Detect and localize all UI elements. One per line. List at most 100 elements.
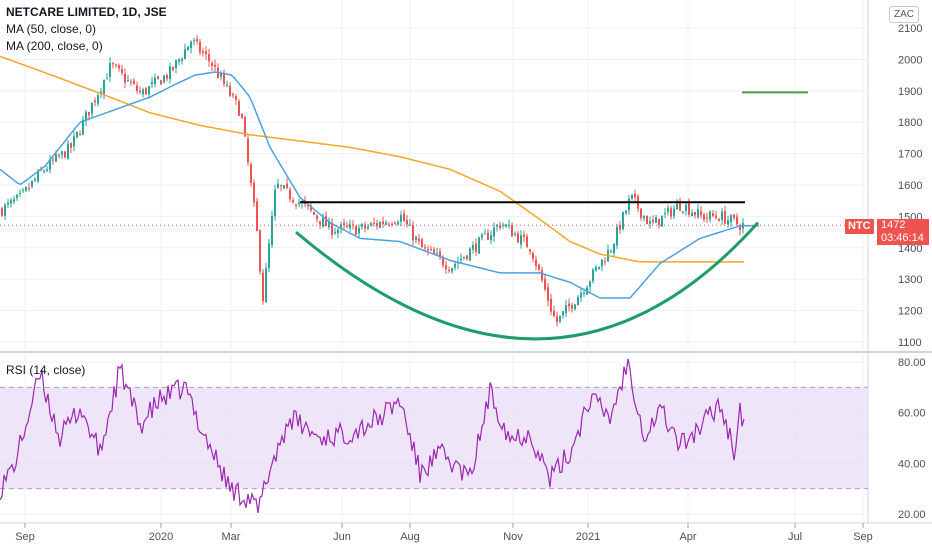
candle-up	[100, 91, 102, 94]
candle-down	[604, 261, 606, 263]
candle-down	[421, 239, 423, 248]
candle-down	[391, 223, 393, 225]
candle-down	[145, 88, 147, 95]
time-tick-label: Sep	[15, 531, 35, 543]
candle-down	[448, 270, 450, 272]
candle-up	[490, 234, 492, 241]
candle-down	[382, 221, 384, 225]
candle-up	[61, 151, 63, 155]
price-tick-label: 2000	[898, 54, 922, 66]
candle-up	[67, 143, 69, 159]
time-tick-label: Mar	[222, 531, 241, 543]
ma200-line	[0, 55, 744, 263]
candle-down	[718, 219, 720, 222]
candle-up	[409, 224, 411, 226]
candle-down	[475, 243, 477, 252]
candle-up	[22, 189, 24, 192]
ma200-legend[interactable]: MA (200, close, 0)	[6, 39, 103, 53]
chart-title[interactable]: NETCARE LIMITED, 1D, JSE	[6, 5, 167, 19]
candle-down	[571, 305, 573, 309]
candle-up	[631, 194, 633, 199]
candle-up	[25, 187, 27, 191]
candle-up	[148, 86, 150, 95]
candle-up	[673, 208, 675, 217]
candle-up	[334, 232, 336, 234]
candle-down	[346, 225, 348, 227]
candle-down	[28, 187, 30, 189]
candle-up	[481, 234, 483, 238]
candle-down	[331, 222, 333, 235]
candle-down	[157, 76, 159, 79]
candle-down	[406, 220, 408, 225]
candle-up	[82, 119, 84, 135]
candle-up	[358, 227, 360, 234]
candle-down	[223, 74, 225, 84]
price-tick-label: 1400	[898, 243, 922, 255]
candle-down	[172, 66, 174, 71]
candle-down	[487, 233, 489, 240]
candle-up	[226, 84, 228, 86]
candle-up	[478, 237, 480, 254]
candle-up	[349, 224, 351, 229]
currency-badge[interactable]: ZAC	[889, 6, 919, 23]
candle-up	[277, 183, 279, 188]
candle-down	[427, 249, 429, 251]
rsi-label[interactable]: RSI (14, close)	[6, 363, 86, 377]
candle-down	[196, 39, 198, 42]
candle-down	[439, 251, 441, 257]
candle-up	[271, 215, 273, 246]
candle-up	[85, 111, 87, 121]
candle-down	[241, 113, 243, 118]
candle-down	[364, 224, 366, 229]
candle-up	[469, 248, 471, 261]
time-tick-label: Jul	[788, 531, 802, 543]
candle-up	[577, 297, 579, 306]
symbol-tag: NTC	[845, 219, 874, 234]
candle-up	[610, 251, 612, 253]
candle-down	[652, 219, 654, 223]
candle-down	[253, 182, 255, 203]
time-tick-label: Jun	[333, 531, 351, 543]
candle-down	[550, 298, 552, 312]
candle-up	[163, 75, 165, 83]
candle-up	[622, 212, 624, 230]
candle-up	[436, 253, 438, 255]
candle-up	[454, 264, 456, 268]
candle-up	[625, 210, 627, 214]
candle-up	[502, 224, 504, 226]
candle-up	[91, 102, 93, 114]
candle-up	[37, 171, 39, 182]
candle-down	[58, 155, 60, 157]
candle-down	[640, 208, 642, 218]
time-tick-label: Apr	[679, 531, 696, 543]
candle-up	[592, 269, 594, 282]
candle-up	[55, 154, 57, 162]
time-tick-label: 2020	[149, 531, 173, 543]
time-tick-label: Sep	[853, 531, 873, 543]
candle-down	[376, 223, 378, 227]
candle-up	[175, 60, 177, 69]
candle-up	[484, 233, 486, 235]
ma50-legend[interactable]: MA (50, close, 0)	[6, 22, 97, 36]
candle-up	[298, 202, 300, 205]
candle-down	[403, 213, 405, 222]
candle-up	[460, 258, 462, 261]
price-tick-label: 1300	[898, 274, 922, 286]
candle-up	[46, 169, 48, 171]
candle-up	[661, 215, 663, 227]
candle-up	[109, 62, 111, 77]
candle-down	[316, 215, 318, 220]
candle-down	[619, 224, 621, 230]
candle-up	[628, 198, 630, 211]
cup-arc[interactable]	[295, 221, 760, 341]
candle-up	[727, 220, 729, 225]
rsi-line	[0, 358, 745, 513]
candles	[1, 35, 744, 327]
candle-up	[643, 216, 645, 219]
candle-down	[262, 272, 264, 302]
drawings[interactable]	[295, 91, 808, 341]
candle-down	[706, 217, 708, 219]
candle-down	[199, 41, 201, 53]
candle-up	[595, 267, 597, 271]
